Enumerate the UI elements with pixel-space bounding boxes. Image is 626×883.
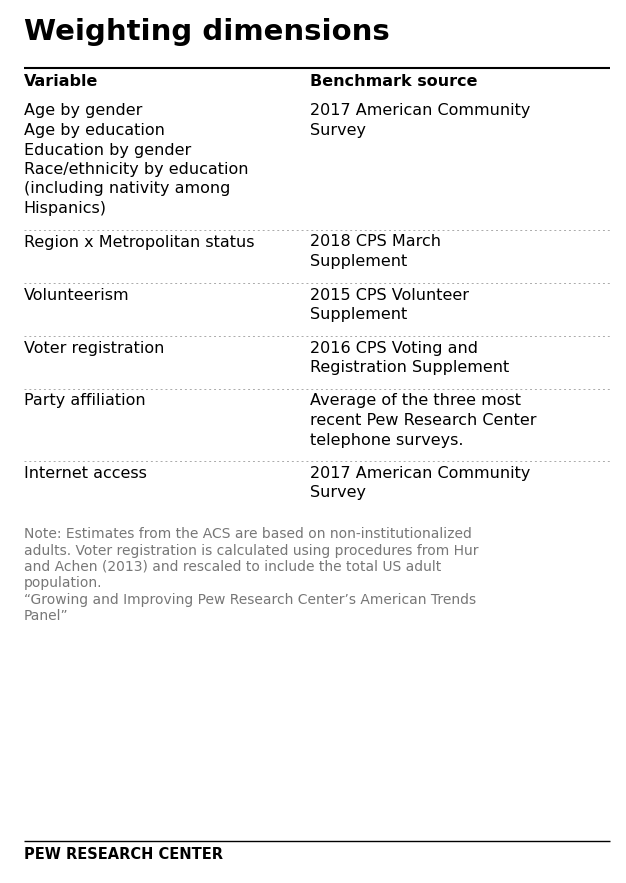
Text: Average of the three most: Average of the three most <box>310 394 521 409</box>
Text: 2016 CPS Voting and: 2016 CPS Voting and <box>310 341 478 356</box>
Text: telephone surveys.: telephone surveys. <box>310 433 463 448</box>
Text: population.: population. <box>24 577 102 591</box>
Text: 2017 American Community: 2017 American Community <box>310 466 530 481</box>
Text: Benchmark source: Benchmark source <box>310 74 478 89</box>
Text: Education by gender: Education by gender <box>24 142 191 157</box>
Text: Panel”: Panel” <box>24 609 68 623</box>
Text: Volunteerism: Volunteerism <box>24 288 130 303</box>
Text: 2015 CPS Volunteer: 2015 CPS Volunteer <box>310 288 469 303</box>
Text: adults. Voter registration is calculated using procedures from Hur: adults. Voter registration is calculated… <box>24 544 478 557</box>
Text: Supplement: Supplement <box>310 254 407 269</box>
Text: Race/ethnicity by education: Race/ethnicity by education <box>24 162 249 177</box>
Text: Variable: Variable <box>24 74 98 89</box>
Text: Region x Metropolitan status: Region x Metropolitan status <box>24 235 254 250</box>
Text: Age by education: Age by education <box>24 123 165 138</box>
Text: Weighting dimensions: Weighting dimensions <box>24 18 389 46</box>
Text: (including nativity among: (including nativity among <box>24 182 230 197</box>
Text: “Growing and Improving Pew Research Center’s American Trends: “Growing and Improving Pew Research Cent… <box>24 593 476 607</box>
Text: Hispanics): Hispanics) <box>24 201 107 216</box>
Text: PEW RESEARCH CENTER: PEW RESEARCH CENTER <box>24 847 223 862</box>
Text: Party affiliation: Party affiliation <box>24 394 145 409</box>
Text: Survey: Survey <box>310 486 366 501</box>
Text: recent Pew Research Center: recent Pew Research Center <box>310 413 536 428</box>
Text: 2017 American Community: 2017 American Community <box>310 103 530 118</box>
Text: 2018 CPS March: 2018 CPS March <box>310 235 441 250</box>
Text: Survey: Survey <box>310 123 366 138</box>
Text: and Achen (2013) and rescaled to include the total US adult: and Achen (2013) and rescaled to include… <box>24 560 441 574</box>
Text: Registration Supplement: Registration Supplement <box>310 360 509 375</box>
Text: Supplement: Supplement <box>310 307 407 322</box>
Text: Voter registration: Voter registration <box>24 341 164 356</box>
Text: Internet access: Internet access <box>24 466 146 481</box>
Text: Age by gender: Age by gender <box>24 103 142 118</box>
Text: Note: Estimates from the ACS are based on non-institutionalized: Note: Estimates from the ACS are based o… <box>24 527 471 541</box>
